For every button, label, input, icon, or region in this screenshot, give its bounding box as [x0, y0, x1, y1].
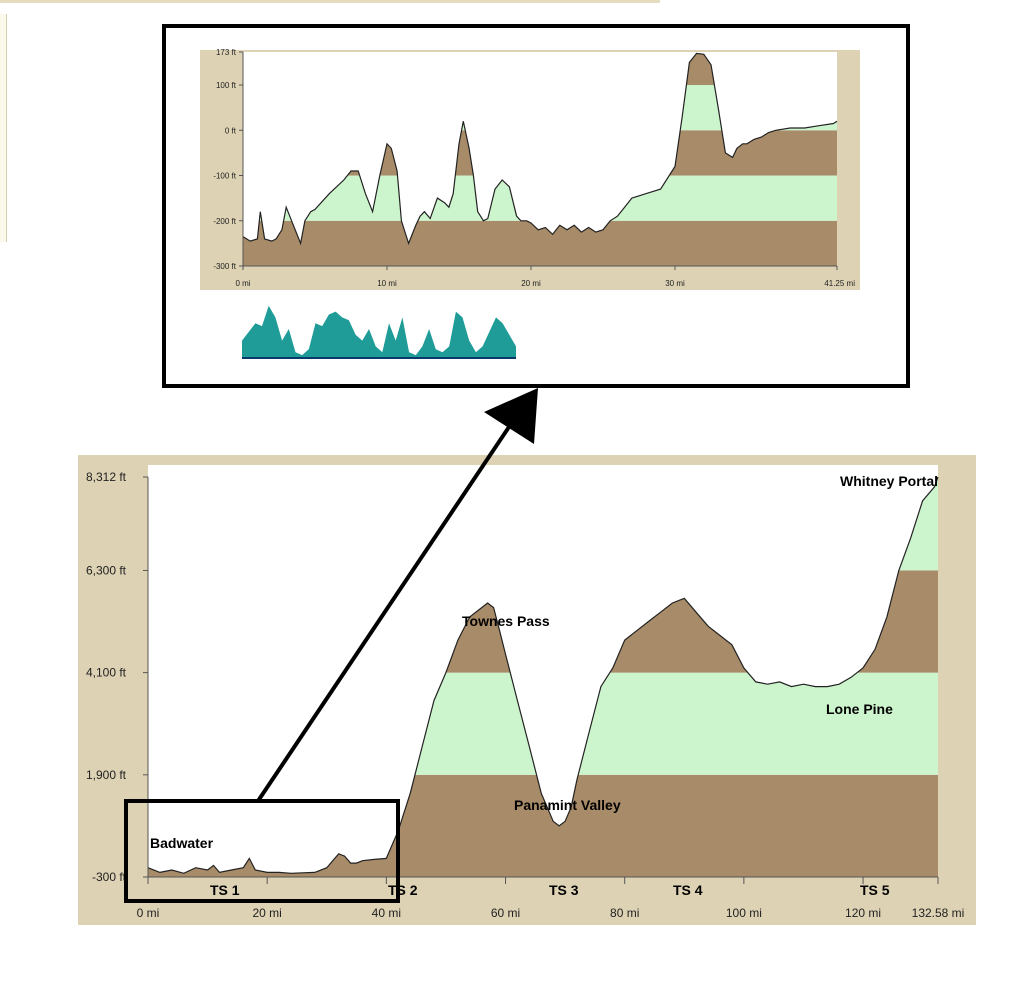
inset-border	[162, 24, 910, 388]
main-x-tick-label-0: 0 mi	[137, 906, 160, 920]
label-lone-pine: Lone Pine	[826, 701, 893, 717]
highlight-box	[124, 799, 400, 903]
station-ts3: TS 3	[549, 882, 579, 898]
inset-x-tick-label-0: 0 mi	[235, 279, 250, 288]
main-y-tick-label-0: 8,312 ft	[86, 470, 127, 484]
main-x-tick-label-7: 132.58 mi	[912, 906, 965, 920]
main-y-tick-label-4: -300 ft	[92, 870, 127, 884]
inset-y-tick-label-2: 0 ft	[225, 126, 237, 135]
label-panamint-valley: Panamint Valley	[514, 797, 621, 813]
arrow-head	[484, 388, 538, 444]
main-profile-line	[147, 476, 939, 874]
side-decor-panel	[0, 14, 7, 242]
station-ts2: TS 2	[388, 882, 418, 898]
main-panel: 8,312 ft6,300 ft4,100 ft1,900 ft-300 ft …	[78, 455, 976, 925]
main-x-axis: 0 mi 20 mi 40 mi 60 mi 80 mi 100 mi 120 mi 132.…	[137, 877, 965, 920]
station-ts5: TS 5	[860, 882, 890, 898]
main-y-tick-label-3: 1,900 ft	[86, 768, 127, 782]
main-x-tick-label-4: 80 mi	[610, 906, 639, 920]
station-ts1: TS 1	[210, 882, 240, 898]
label-whitney-portal: Whitney Portal	[840, 473, 938, 489]
inset-x-tick-label-3: 30 mi	[665, 279, 685, 288]
main-x-tick-label-6: 120 mi	[845, 906, 881, 920]
main-y-tick-label-2: 4,100 ft	[86, 666, 127, 680]
mini-teal-profile	[242, 305, 516, 359]
inset-panel: 173 ft 100 ft 0 ft -100 ft -200 ft -300 ft 0 …	[162, 24, 910, 388]
main-x-tick-label-3: 60 mi	[491, 906, 520, 920]
inset-y-tick-label-4: -200 ft	[213, 217, 236, 226]
inset-y-tick-label-5: -300 ft	[213, 262, 236, 271]
main-x-tick-label-5: 100 mi	[726, 906, 762, 920]
main-x-tick-label-2: 40 mi	[372, 906, 401, 920]
inset-x-tick-label-2: 20 mi	[521, 279, 541, 288]
inset-x-tick-label-4: 41.25 mi	[824, 279, 855, 288]
arrow-shaft	[256, 416, 517, 803]
inset-y-tick-label-3: -100 ft	[213, 172, 236, 181]
main-y-axis: 8,312 ft 6,300 ft 4,100 ft 1,900 ft -300 ft	[86, 470, 148, 884]
label-badwater: Badwater	[150, 835, 214, 851]
top-decor-strip	[0, 0, 660, 3]
inset-x-tick-label-1: 10 mi	[377, 279, 397, 288]
main-y-tick-label-1: 6,300 ft	[86, 563, 127, 577]
inset-profile-line	[242, 52, 838, 246]
inset-y-tick-label-0: 173 ft	[216, 48, 237, 57]
main-x-tick-label-1: 20 mi	[253, 906, 282, 920]
inset-x-axis: 0 mi 10 mi 20 mi 30 mi 41.25 mi	[235, 266, 855, 288]
inset-y-axis: 173 ft 100 ft 0 ft -100 ft -200 ft -300 ft	[213, 48, 243, 271]
mini-area	[242, 305, 516, 358]
inset-y-tick-label-1: 100 ft	[216, 81, 237, 90]
station-ts4: TS 4	[673, 882, 703, 898]
zoom-arrow	[256, 388, 538, 803]
label-townes-pass: Townes Pass	[462, 613, 550, 629]
